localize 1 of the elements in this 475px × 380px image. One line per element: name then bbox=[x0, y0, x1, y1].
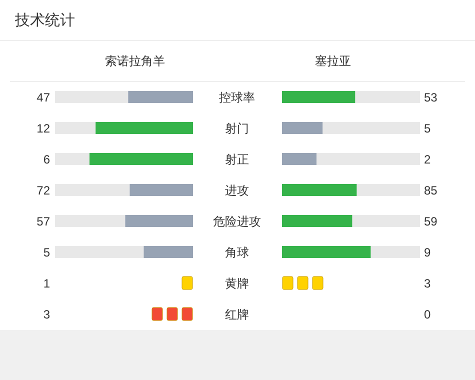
title: 技术统计 bbox=[15, 12, 75, 29]
